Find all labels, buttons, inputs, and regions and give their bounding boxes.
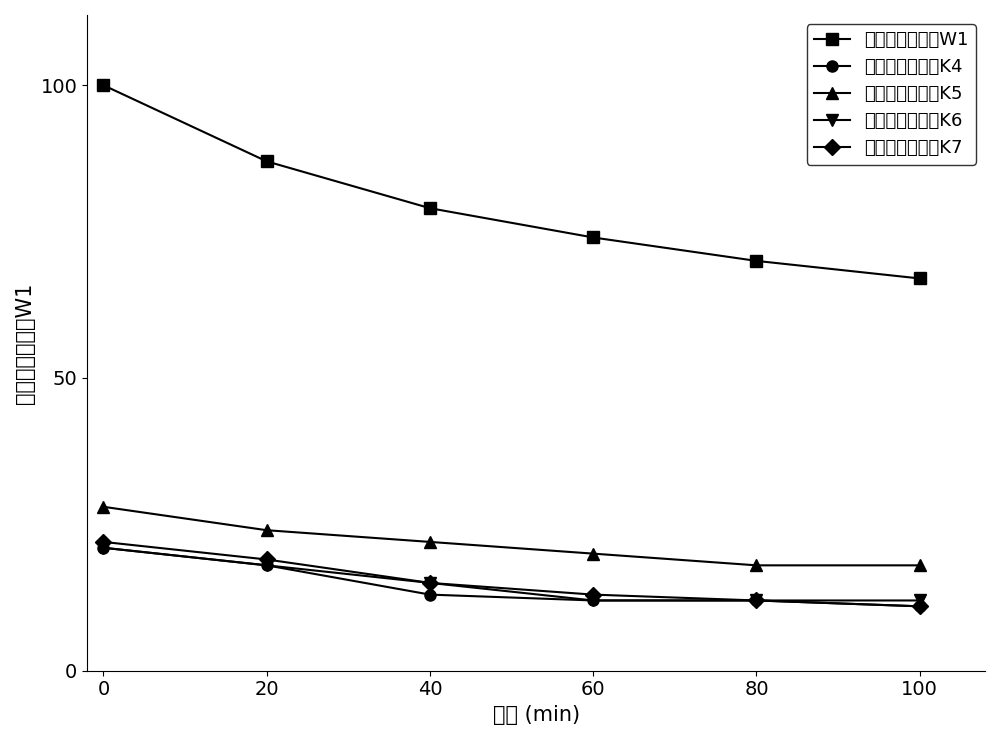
桂皮有效含量值K6	[261, 561, 273, 570]
桂皮有效含量值K6	[750, 596, 762, 605]
辣椒有效含量值K7	[750, 596, 762, 605]
辣椒有效含量值K7	[424, 579, 436, 588]
辣椒有效含量值K7	[587, 591, 599, 599]
肉桂有效含量值K4	[97, 543, 109, 552]
Legend: 食盐有效含量值W1, 肉桂有效含量值K4, 大蒜有效含量值K5, 桂皮有效含量值K6, 辣椒有效含量值K7: 食盐有效含量值W1, 肉桂有效含量值K4, 大蒜有效含量值K5, 桂皮有效含量值…	[807, 24, 976, 164]
大蒜有效含量值K5	[914, 561, 926, 570]
Y-axis label: 食盐有效含量值W1: 食盐有效含量值W1	[15, 282, 35, 403]
X-axis label: 时间 (min): 时间 (min)	[493, 705, 580, 725]
桂皮有效含量值K6	[587, 596, 599, 605]
肉桂有效含量值K4	[261, 561, 273, 570]
Line: 桂皮有效含量值K6: 桂皮有效含量值K6	[98, 542, 925, 606]
桂皮有效含量值K6	[424, 579, 436, 588]
食盐有效含量值W1	[587, 233, 599, 242]
桂皮有效含量值K6	[914, 596, 926, 605]
肉桂有效含量值K4	[914, 602, 926, 610]
大蒜有效含量值K5	[97, 502, 109, 511]
大蒜有效含量值K5	[424, 537, 436, 546]
Line: 大蒜有效含量值K5: 大蒜有效含量值K5	[98, 501, 925, 571]
Line: 食盐有效含量值W1: 食盐有效含量值W1	[98, 80, 925, 284]
食盐有效含量值W1	[750, 257, 762, 266]
辣椒有效含量值K7	[914, 602, 926, 610]
食盐有效含量值W1	[97, 81, 109, 90]
食盐有效含量值W1	[424, 204, 436, 212]
Line: 辣椒有效含量值K7: 辣椒有效含量值K7	[98, 536, 925, 612]
桂皮有效含量值K6	[97, 543, 109, 552]
肉桂有效含量值K4	[750, 596, 762, 605]
辣椒有效含量值K7	[97, 537, 109, 546]
大蒜有效含量值K5	[587, 549, 599, 558]
大蒜有效含量值K5	[261, 526, 273, 535]
食盐有效含量值W1	[914, 274, 926, 283]
肉桂有效含量值K4	[587, 596, 599, 605]
肉桂有效含量值K4	[424, 591, 436, 599]
大蒜有效含量值K5	[750, 561, 762, 570]
食盐有效含量值W1	[261, 157, 273, 166]
辣椒有效含量值K7	[261, 555, 273, 564]
Line: 肉桂有效含量值K4: 肉桂有效含量值K4	[98, 542, 925, 612]
